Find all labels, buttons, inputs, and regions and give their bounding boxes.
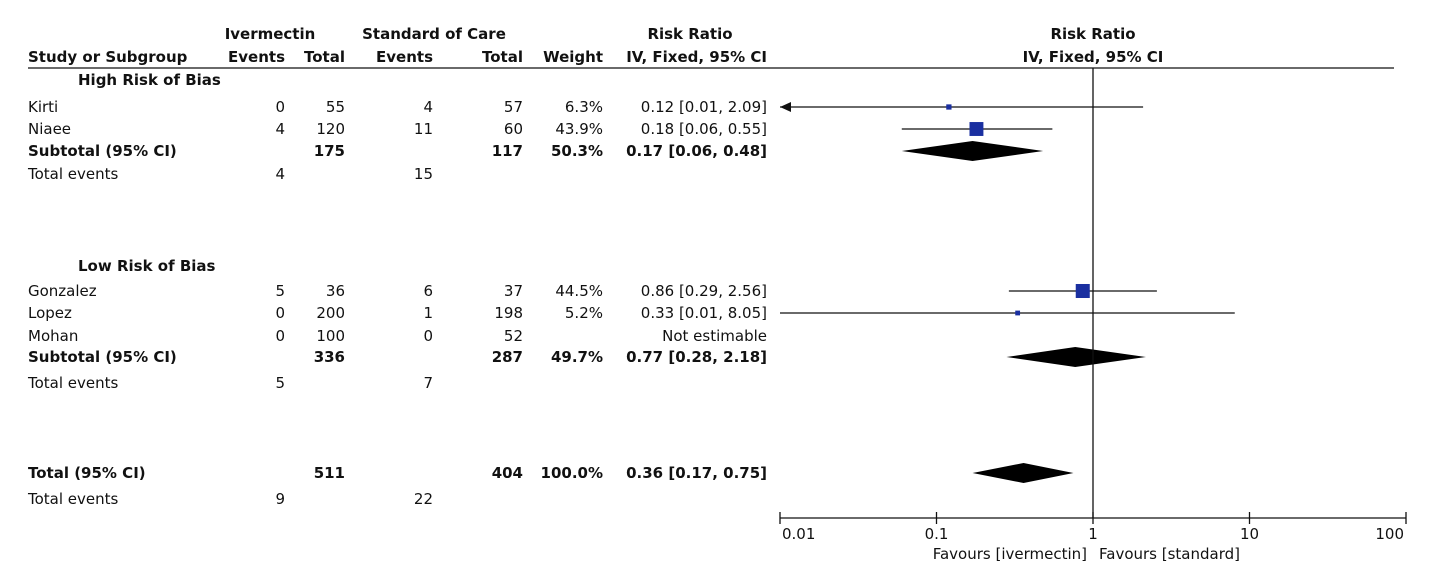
- row-label: Gonzalez: [28, 282, 97, 300]
- events-standard-cell: 6: [423, 282, 433, 300]
- weight-cell: 100.0%: [541, 464, 603, 482]
- row-label: Total events: [27, 490, 119, 508]
- study-column-header: Study or Subgroup: [28, 48, 188, 66]
- weight-cell: 44.5%: [555, 282, 603, 300]
- subgroup-heading: Low Risk of Bias: [78, 257, 216, 275]
- plot-title-header: Risk Ratio: [1050, 25, 1135, 43]
- events2-column-header: Events: [376, 48, 433, 66]
- row-label: Subtotal (95% CI): [28, 142, 177, 160]
- events-ivermectin-cell: 9: [275, 490, 285, 508]
- pooled-estimate-diamond: [972, 463, 1074, 483]
- events-ivermectin-cell: 5: [275, 374, 285, 392]
- weight-cell: 49.7%: [551, 348, 603, 366]
- total-ivermectin-cell: 120: [316, 120, 345, 138]
- plot-area: 0.01 0.1 1 10 100 Favours [ivermectin] Favours…: [779, 68, 1407, 563]
- row-label: Mohan: [28, 327, 78, 345]
- risk-ratio-ci-cell: 0.18 [0.06, 0.55]: [641, 120, 767, 138]
- events-standard-cell: 4: [423, 98, 433, 116]
- point-estimate-square: [946, 104, 952, 110]
- total-ivermectin-cell: 55: [326, 98, 345, 116]
- weight-cell: 6.3%: [565, 98, 603, 116]
- risk-ratio-ci-cell: 0.12 [0.01, 2.09]: [641, 98, 767, 116]
- group2-header: Standard of Care: [362, 25, 506, 43]
- total-standard-cell: 117: [492, 142, 523, 160]
- risk-ratio-ci-cell: 0.33 [0.01, 8.05]: [641, 304, 767, 322]
- row-label: Niaee: [28, 120, 71, 138]
- events-ivermectin-cell: 0: [275, 98, 285, 116]
- x-axis-tick-label: 100: [1375, 525, 1404, 543]
- total-standard-cell: 57: [504, 98, 523, 116]
- point-estimate-square: [969, 122, 984, 136]
- events-standard-cell: 22: [414, 490, 433, 508]
- events-ivermectin-cell: 5: [275, 282, 285, 300]
- total-ivermectin-cell: 511: [314, 464, 345, 482]
- risk-ratio-ci-cell: 0.17 [0.06, 0.48]: [626, 142, 767, 160]
- x-axis-tick-label: 10: [1240, 525, 1259, 543]
- total-ivermectin-cell: 200: [316, 304, 345, 322]
- events-standard-cell: 7: [423, 374, 433, 392]
- plot-method-header: IV, Fixed, 95% CI: [1023, 48, 1164, 66]
- total-standard-cell: 198: [494, 304, 523, 322]
- total1-column-header: Total: [304, 48, 345, 66]
- weight-column-header: Weight: [543, 48, 603, 66]
- total-standard-cell: 287: [492, 348, 523, 366]
- pooled-estimate-diamond: [1006, 347, 1146, 367]
- weight-cell: 43.9%: [555, 120, 603, 138]
- events-standard-cell: 11: [414, 120, 433, 138]
- favours-left-label: Favours [ivermectin]: [933, 545, 1087, 563]
- total-standard-cell: 37: [504, 282, 523, 300]
- total-ivermectin-cell: 175: [314, 142, 345, 160]
- total-ivermectin-cell: 100: [316, 327, 345, 345]
- events1-column-header: Events: [228, 48, 285, 66]
- group1-header: Ivermectin: [225, 25, 316, 43]
- weight-cell: 50.3%: [551, 142, 603, 160]
- total-standard-cell: 404: [492, 464, 523, 482]
- row-label: Subtotal (95% CI): [28, 348, 177, 366]
- row-label: Total events: [27, 165, 119, 183]
- x-axis-tick-label: 1: [1088, 525, 1098, 543]
- events-standard-cell: 1: [423, 304, 433, 322]
- point-estimate-square: [1015, 310, 1021, 316]
- x-axis-tick-label: 0.01: [782, 525, 815, 543]
- total-standard-cell: 52: [504, 327, 523, 345]
- row-label: Total (95% CI): [28, 464, 146, 482]
- row-label: Kirti: [28, 98, 58, 116]
- row-label: Total events: [27, 374, 119, 392]
- events-standard-cell: 15: [414, 165, 433, 183]
- total-ivermectin-cell: 36: [326, 282, 345, 300]
- events-standard-cell: 0: [423, 327, 433, 345]
- weight-cell: 5.2%: [565, 304, 603, 322]
- x-axis-tick-label: 0.1: [925, 525, 949, 543]
- events-ivermectin-cell: 0: [275, 327, 285, 345]
- events-ivermectin-cell: 0: [275, 304, 285, 322]
- events-ivermectin-cell: 4: [275, 120, 285, 138]
- pooled-estimate-diamond: [901, 141, 1044, 161]
- rr-title-header: Risk Ratio: [647, 25, 732, 43]
- total-ivermectin-cell: 336: [314, 348, 345, 366]
- events-ivermectin-cell: 4: [275, 165, 285, 183]
- risk-ratio-ci-cell: Not estimable: [662, 327, 767, 345]
- point-estimate-square: [1075, 283, 1090, 299]
- subgroup-heading: High Risk of Bias: [78, 71, 221, 89]
- row-label: Lopez: [28, 304, 72, 322]
- favours-right-label: Favours [standard]: [1099, 545, 1240, 563]
- risk-ratio-ci-cell: 0.77 [0.28, 2.18]: [626, 348, 767, 366]
- total2-column-header: Total: [482, 48, 523, 66]
- risk-ratio-ci-cell: 0.86 [0.29, 2.56]: [641, 282, 767, 300]
- total-standard-cell: 60: [504, 120, 523, 138]
- rr-method-header: IV, Fixed, 95% CI: [626, 48, 767, 66]
- risk-ratio-ci-cell: 0.36 [0.17, 0.75]: [626, 464, 767, 482]
- ci-clip-arrow: [780, 102, 791, 112]
